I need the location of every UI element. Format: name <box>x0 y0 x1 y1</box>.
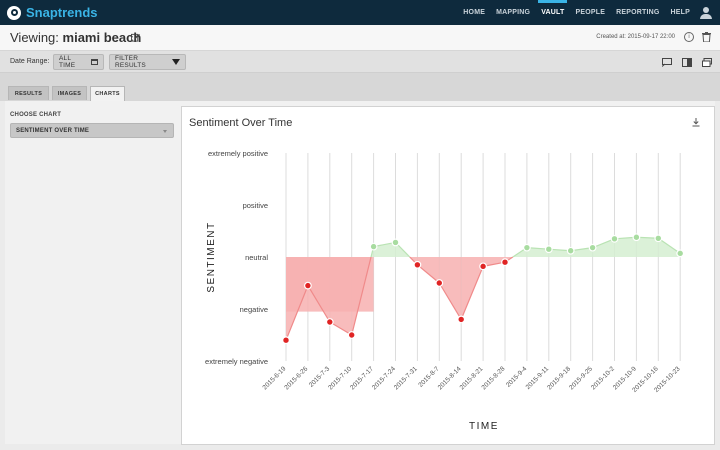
choose-chart-label: CHOOSE CHART <box>10 112 62 118</box>
chart-panel: Sentiment Over Time extremely negative ne… <box>181 106 715 445</box>
app-logo[interactable]: Snaptrends <box>7 5 98 20</box>
snaptrends-logo-icon <box>7 5 21 20</box>
edit-icon[interactable] <box>131 33 140 42</box>
series-line <box>351 256 372 336</box>
negative-area <box>329 257 352 335</box>
filter-bar: Date Range: ALL TIME FILTER RESULTS <box>0 51 720 73</box>
chart-title: Sentiment Over Time <box>189 117 293 129</box>
series-line <box>285 285 309 341</box>
series-line <box>460 266 484 320</box>
date-range-label: Date Range: <box>10 58 50 65</box>
positive-area <box>614 237 637 257</box>
nav-reporting[interactable]: REPORTING <box>616 9 660 16</box>
sentiment-chart: extremely negative negative neutral positiv… <box>205 149 685 432</box>
user-icon[interactable] <box>700 6 712 19</box>
positive-area <box>636 237 659 257</box>
data-point <box>632 233 641 242</box>
nav-home[interactable]: HOME <box>463 9 486 16</box>
layers-icon[interactable] <box>702 58 712 67</box>
series-line <box>329 321 353 336</box>
y-tick-label: extremely positive <box>208 149 268 158</box>
filter-results-button[interactable]: FILTER RESULTS <box>109 54 186 70</box>
positive-area <box>526 247 549 257</box>
x-axis-title: TIME <box>469 421 499 432</box>
data-point <box>413 260 422 269</box>
negative-area <box>461 257 484 320</box>
top-navigation-bar: Snaptrends HOME MAPPING VAULT PEOPLE REP… <box>0 0 720 25</box>
negative-area <box>439 257 462 320</box>
data-point <box>369 242 378 251</box>
date-range-button[interactable]: ALL TIME <box>53 54 104 70</box>
data-point <box>676 249 685 258</box>
viewing-label: Viewing: <box>10 30 59 45</box>
chevron-down-icon <box>163 130 167 133</box>
data-point <box>325 318 334 326</box>
date-range-value: ALL TIME <box>59 55 76 69</box>
data-point <box>610 234 619 243</box>
y-tick-label: extremely negative <box>205 357 268 366</box>
download-icon[interactable] <box>692 118 700 127</box>
positive-area <box>658 238 681 257</box>
positive-area <box>548 249 571 257</box>
data-point <box>654 234 663 243</box>
positive-area <box>570 247 593 257</box>
data-point <box>282 336 290 345</box>
screen-share-icon[interactable] <box>662 58 672 67</box>
data-point <box>457 315 466 324</box>
tab-images[interactable]: IMAGES <box>52 86 87 100</box>
info-icon[interactable]: i <box>684 32 694 42</box>
series-line <box>438 282 462 320</box>
positive-area <box>592 238 615 257</box>
split-view-icon[interactable] <box>682 58 692 67</box>
tab-charts[interactable]: CHARTS <box>90 86 125 101</box>
calendar-icon <box>90 59 98 65</box>
series-line <box>417 264 440 284</box>
nav-mapping[interactable]: MAPPING <box>496 9 531 16</box>
x-tick-label: 2015-8-28 <box>481 365 507 391</box>
negative-area <box>483 257 505 267</box>
y-tick-label: positive <box>243 201 268 210</box>
page-title: Viewing: miami beach <box>10 30 141 45</box>
filter-results-label: FILTER RESULTS <box>115 55 146 69</box>
vault-header: Viewing: miami beach Created at: 2015-09… <box>0 25 720 51</box>
nav-people[interactable]: PEOPLE <box>575 9 606 16</box>
y-tick-label: neutral <box>245 253 268 262</box>
charts-content: CHOOSE CHART SENTIMENT OVER TIME Sentime… <box>5 101 715 445</box>
funnel-icon <box>172 59 180 65</box>
nav-help[interactable]: HELP <box>670 9 690 16</box>
data-point <box>501 258 509 267</box>
negative-area <box>417 257 440 283</box>
data-point <box>391 238 400 247</box>
data-point <box>347 331 356 339</box>
data-point <box>435 279 444 287</box>
y-axis-title: SENTIMENT <box>206 221 217 292</box>
tab-results[interactable]: RESULTS <box>8 86 49 100</box>
data-point <box>303 281 312 290</box>
app-name: Snaptrends <box>26 5 98 20</box>
data-point <box>544 245 553 254</box>
selected-chart-value: SENTIMENT OVER TIME <box>16 127 90 134</box>
data-point <box>523 243 531 252</box>
vault-name: miami beach <box>62 30 142 45</box>
x-tick-label: 2015-6-26 <box>283 365 309 391</box>
main-nav: HOME MAPPING VAULT PEOPLE REPORTING HELP <box>452 0 712 25</box>
chart-type-select[interactable]: SENTIMENT OVER TIME <box>10 123 174 138</box>
data-point <box>479 262 488 271</box>
negative-area <box>286 257 308 341</box>
nav-vault[interactable]: VAULT <box>538 0 568 25</box>
series-line <box>307 285 331 323</box>
series-line <box>657 237 681 254</box>
x-tick-label: 2015-7-31 <box>393 365 419 391</box>
negative-area <box>307 257 330 322</box>
view-tabs: RESULTS IMAGES CHARTS <box>0 73 720 101</box>
data-point <box>588 243 597 252</box>
negative-area <box>351 257 372 335</box>
y-tick-label: negative <box>240 305 268 314</box>
created-timestamp: Created at: 2015-09-17 22:00 <box>596 34 675 40</box>
trash-icon[interactable] <box>702 32 711 42</box>
series-line <box>592 238 615 249</box>
data-point <box>566 246 575 255</box>
